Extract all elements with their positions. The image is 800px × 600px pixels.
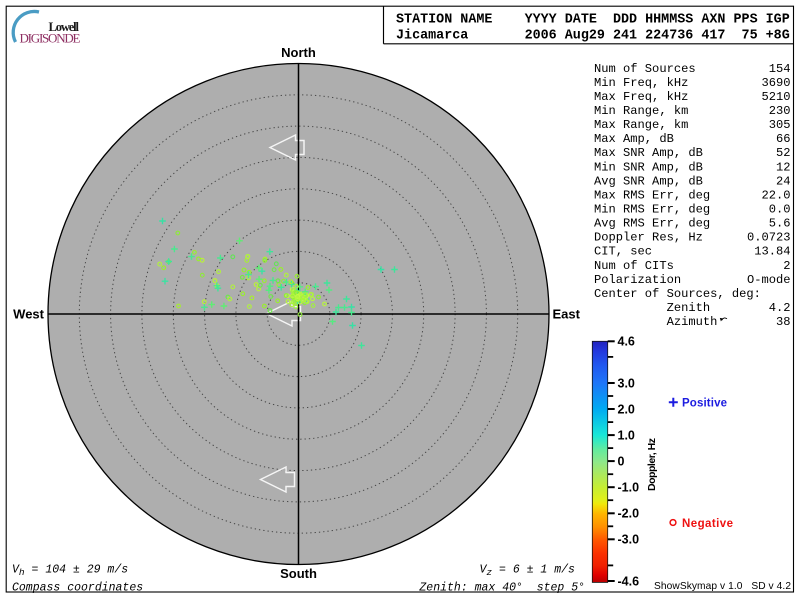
svg-text:Num of Sources: Num of Sources: [594, 62, 696, 76]
svg-text:5210: 5210: [761, 90, 790, 104]
svg-text:Doppler, Hz: Doppler, Hz: [646, 438, 658, 491]
svg-text:East: East: [553, 306, 581, 321]
svg-text:305: 305: [769, 118, 791, 132]
svg-text:0: 0: [618, 454, 625, 468]
svg-text:South: South: [280, 566, 317, 581]
svg-text:Min Range, km: Min Range, km: [594, 104, 688, 118]
svg-text:-1.0: -1.0: [618, 481, 640, 495]
svg-text:Doppler Res, Hz: Doppler Res, Hz: [594, 231, 703, 245]
svg-text:Avg SNR Amp, dB: Avg SNR Amp, dB: [594, 174, 703, 188]
svg-text:0.0: 0.0: [769, 203, 791, 217]
svg-text:STATION NAME YYYY DATE DDD: STATION NAME YYYY DATE DDD HHMMSS AXN PP…: [396, 12, 790, 27]
svg-text:-4.6: -4.6: [618, 574, 640, 588]
svg-text:12: 12: [776, 160, 791, 174]
svg-text:Azimuth: Azimuth: [594, 315, 717, 329]
svg-text:Zenith: max 40° step 5°: Zenith: max 40° step 5°: [418, 581, 585, 594]
svg-text:4.6: 4.6: [618, 335, 635, 349]
svg-text:Jicamarca 2006 Aug29 241: Jicamarca 2006 Aug29 241 224736 417 75 +…: [396, 29, 790, 44]
svg-text:-2.0: -2.0: [618, 507, 640, 521]
svg-text:Center of Sources, deg:: Center of Sources, deg:: [594, 287, 761, 301]
svg-text:3.0: 3.0: [618, 376, 635, 390]
svg-text:66: 66: [776, 132, 791, 146]
svg-text:0.0723: 0.0723: [747, 231, 791, 245]
svg-text:Max Amp, dB: Max Amp, dB: [594, 132, 674, 146]
svg-text:Max RMS Err, deg: Max RMS Err, deg: [594, 188, 710, 202]
svg-text:O-mode: O-mode: [747, 273, 791, 287]
svg-text:24: 24: [776, 174, 791, 188]
svg-text:13.84: 13.84: [754, 245, 790, 259]
svg-text:West: West: [13, 306, 44, 321]
svg-text:Avg RMS Err, deg: Avg RMS Err, deg: [594, 217, 710, 231]
svg-text:CIT, sec: CIT, sec: [594, 245, 652, 259]
svg-text:5.6: 5.6: [769, 217, 791, 231]
svg-text:Zenith: Zenith: [594, 301, 710, 315]
svg-text:2.0: 2.0: [618, 402, 635, 416]
svg-text:Vz = 6 ± 1 m/s: Vz = 6 ± 1 m/s: [480, 564, 576, 579]
svg-text:DIGISONDE: DIGISONDE: [20, 31, 81, 46]
svg-text:Min RMS Err, deg: Min RMS Err, deg: [594, 203, 710, 217]
svg-text:Lowell: Lowell: [49, 20, 80, 34]
svg-text:Negative: Negative: [682, 518, 733, 530]
svg-text:ShowSkymap v 1.0 SD v 4.2: ShowSkymap v 1.0 SD v 4.2: [654, 581, 791, 592]
svg-text:Max SNR Amp, dB: Max SNR Amp, dB: [594, 146, 703, 160]
svg-text:Min SNR Amp, dB: Min SNR Amp, dB: [594, 160, 703, 174]
svg-text:154: 154: [769, 62, 791, 76]
svg-text:Vh = 104 ± 29 m/s: Vh = 104 ± 29 m/s: [12, 564, 128, 579]
svg-text:230: 230: [769, 104, 791, 118]
svg-text:Compass coordinates: Compass coordinates: [12, 581, 143, 594]
svg-text:4.2: 4.2: [769, 301, 791, 315]
svg-text:3690: 3690: [761, 76, 790, 90]
svg-text:52: 52: [776, 146, 791, 160]
svg-text:22.0: 22.0: [761, 188, 790, 202]
svg-text:-3.0: -3.0: [618, 533, 640, 547]
svg-text:Max Range, km: Max Range, km: [594, 118, 688, 132]
svg-text:Polarization: Polarization: [594, 273, 681, 287]
svg-text:1.0: 1.0: [618, 428, 635, 442]
svg-text:Min Freq, kHz: Min Freq, kHz: [594, 76, 688, 90]
svg-text:2: 2: [783, 259, 790, 273]
svg-text:38: 38: [776, 315, 791, 329]
svg-text:Num of CITs: Num of CITs: [594, 259, 674, 273]
svg-text:Positive: Positive: [682, 397, 727, 409]
svg-text:North: North: [281, 45, 316, 60]
svg-text:Max Freq, kHz: Max Freq, kHz: [594, 90, 688, 104]
